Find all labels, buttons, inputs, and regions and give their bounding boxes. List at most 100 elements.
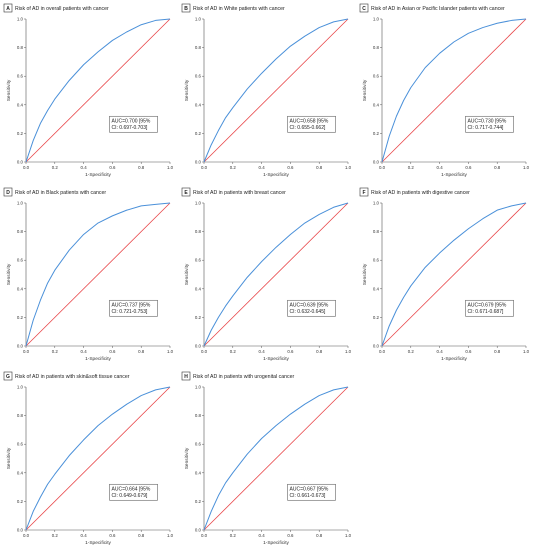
x-axis-label: 1-Specificity: [85, 172, 111, 178]
roc-panel-h: H Risk of AD in patients with urogenital …: [180, 370, 356, 550]
y-tick-label: 1.0: [373, 17, 380, 22]
x-tick-label: 0.2: [230, 349, 237, 354]
y-axis-label: Sensitivity: [6, 263, 12, 285]
y-tick-label: 1.0: [195, 201, 202, 206]
roc-panel-d: D Risk of AD in Black patients with cance…: [2, 186, 178, 366]
y-tick-label: 0.2: [195, 315, 202, 320]
y-tick-label: 0.8: [17, 45, 24, 50]
y-axis-label: Sensitivity: [362, 79, 368, 101]
auc-label: AUC=0.700 [95%: [112, 119, 151, 125]
auc-label: AUC=0.667 [95%: [290, 487, 329, 493]
x-tick-label: 1.0: [523, 349, 530, 354]
x-tick-label: 1.0: [167, 165, 174, 170]
x-tick-label: 0.8: [316, 533, 323, 538]
x-tick-label: 0.6: [109, 349, 116, 354]
auc-label: CI: 0.632-0.645]: [290, 309, 326, 315]
y-tick-label: 0.0: [373, 160, 380, 165]
reference-line: [381, 18, 527, 163]
x-tick-label: 0.0: [23, 165, 30, 170]
y-tick-label: 0.2: [17, 315, 24, 320]
x-tick-label: 0.2: [230, 165, 237, 170]
y-tick-label: 0.8: [195, 45, 202, 50]
panel-letter-box: [359, 187, 369, 197]
roc-curve: [25, 386, 171, 531]
panel-letter: E: [184, 190, 188, 196]
x-tick-label: 1.0: [167, 533, 174, 538]
x-tick-label: 0.8: [316, 349, 323, 354]
y-tick-label: 0.4: [373, 286, 380, 291]
x-tick-label: 0.6: [465, 165, 472, 170]
panel-letter: A: [6, 6, 10, 12]
reference-line: [203, 202, 349, 347]
roc-panel-e: E Risk of AD in patients with breast canc…: [180, 186, 356, 366]
auc-label: CI: 0.717-0.744]: [468, 125, 504, 131]
roc-chart-svg: C Risk of AD in Asian or Pacific Islander…: [359, 3, 530, 178]
y-tick-label: 0.0: [195, 528, 202, 533]
x-tick-label: 0.8: [138, 349, 145, 354]
auc-label: CI: 0.655-0.662]: [290, 125, 326, 131]
y-tick-label: 0.6: [17, 74, 24, 79]
y-axis-label: Sensitivity: [184, 263, 190, 285]
panel-title: Risk of AD in patients with skin&soft ti…: [15, 374, 130, 380]
x-tick-label: 0.6: [109, 165, 116, 170]
roc-curve: [25, 18, 171, 163]
roc-panel-b: B Risk of AD in White patients with cance…: [180, 2, 356, 182]
x-tick-label: 0.6: [109, 533, 116, 538]
auc-box: [109, 299, 158, 317]
auc-label: CI: 0.721-0.753]: [112, 309, 148, 315]
roc-curve: [381, 202, 527, 347]
y-tick-label: 0.2: [373, 315, 380, 320]
x-tick-label: 0.4: [437, 165, 444, 170]
y-tick-label: 0.6: [373, 74, 380, 79]
x-tick-label: 0.4: [259, 533, 266, 538]
roc-chart-svg: F Risk of AD in patients with digestive c…: [359, 187, 530, 362]
x-tick-label: 0.6: [287, 349, 294, 354]
x-tick-label: 0.2: [408, 349, 415, 354]
x-tick-label: 0.8: [494, 165, 501, 170]
panel-letter: G: [6, 374, 10, 380]
panel-title: Risk of AD in patients with breast cance…: [193, 190, 286, 196]
y-tick-label: 0.0: [195, 160, 202, 165]
panel-title: Risk of AD in Black patients with cancer: [15, 190, 106, 196]
y-tick-label: 1.0: [17, 201, 24, 206]
x-tick-label: 0.4: [81, 533, 88, 538]
y-tick-label: 0.6: [195, 258, 202, 263]
y-tick-label: 0.0: [195, 344, 202, 349]
reference-line: [381, 202, 527, 347]
panel-title: Risk of AD in patients with urogenital c…: [193, 374, 294, 380]
auc-box: [465, 115, 514, 133]
y-tick-label: 0.8: [17, 413, 24, 418]
y-tick-label: 0.4: [17, 286, 24, 291]
roc-curve: [25, 202, 171, 347]
roc-panel-g: G Risk of AD in patients with skin&soft t…: [2, 370, 178, 550]
auc-label: AUC=0.658 [95%: [290, 119, 329, 125]
auc-label: CI: 0.671-0.687]: [468, 309, 504, 315]
x-tick-label: 0.4: [259, 165, 266, 170]
roc-panel-f: F Risk of AD in patients with digestive c…: [358, 186, 536, 366]
x-tick-label: 0.4: [437, 349, 444, 354]
x-axis-label: 1-Specificity: [85, 356, 111, 362]
x-tick-label: 0.0: [201, 533, 208, 538]
panel-title: Risk of AD in patients with digestive ca…: [371, 190, 470, 196]
panel-letter: B: [184, 6, 188, 12]
y-tick-label: 0.8: [195, 413, 202, 418]
auc-label: CI: 0.697-0.703]: [112, 125, 148, 131]
auc-label: AUC=0.730 [95%: [468, 119, 507, 125]
x-tick-label: 0.6: [287, 165, 294, 170]
panel-title: Risk of AD in overall patients with canc…: [15, 6, 109, 12]
reference-line: [25, 18, 171, 163]
x-tick-label: 0.0: [23, 533, 30, 538]
roc-chart-svg: D Risk of AD in Black patients with cance…: [3, 187, 174, 362]
panel-letter: F: [362, 190, 365, 196]
x-tick-label: 0.0: [379, 349, 386, 354]
roc-chart-svg: G Risk of AD in patients with skin&soft t…: [3, 371, 174, 546]
y-axis-label: Sensitivity: [6, 79, 12, 101]
auc-box: [287, 299, 336, 317]
y-tick-label: 0.4: [17, 470, 24, 475]
y-tick-label: 0.0: [17, 344, 24, 349]
x-tick-label: 0.0: [201, 165, 208, 170]
roc-chart-svg: B Risk of AD in White patients with cance…: [181, 3, 352, 178]
x-tick-label: 0.8: [138, 533, 145, 538]
x-tick-label: 1.0: [523, 165, 530, 170]
roc-curve: [381, 18, 527, 163]
